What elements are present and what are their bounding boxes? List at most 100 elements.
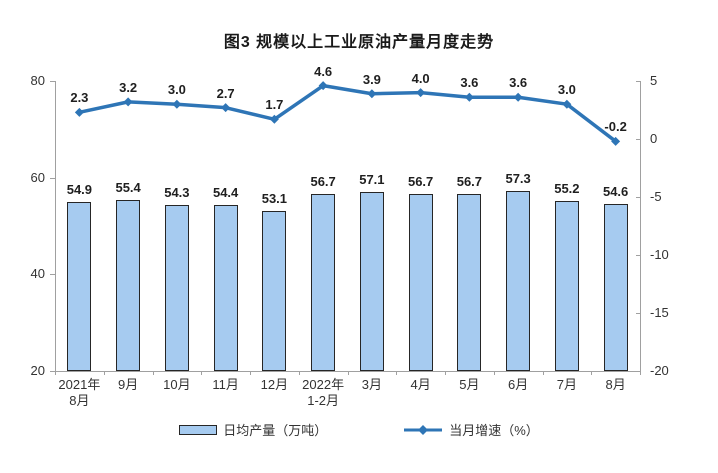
y-axis-right-tick	[636, 255, 641, 256]
legend-item-bar-series: 日均产量（万吨）	[179, 420, 327, 439]
x-axis-tick	[396, 371, 398, 375]
line-value-label: 3.0	[557, 82, 576, 98]
legend-line-label: 当月增速（%）	[449, 423, 539, 438]
bar	[213, 204, 238, 371]
x-axis-label: 11月	[212, 377, 239, 392]
line-point-marker	[221, 103, 231, 113]
x-axis-label: 4月	[410, 377, 431, 392]
x-axis-tick	[445, 371, 446, 375]
bar	[67, 202, 92, 371]
line-value-label: 3.6	[509, 75, 528, 91]
y-axis-right-tick	[636, 371, 641, 372]
bar	[603, 203, 628, 371]
bar-value-label: 54.6	[602, 183, 629, 199]
y-axis-left-tick	[50, 81, 55, 82]
x-axis-tick	[298, 371, 300, 375]
line-point-marker	[269, 114, 279, 124]
x-axis-label: 10月	[163, 377, 191, 392]
bar-value-label: 56.7	[456, 173, 483, 189]
bar-value-label: 56.7	[407, 173, 434, 189]
bar-series-swatch-icon	[179, 424, 218, 435]
y-axis-right-tick	[636, 313, 641, 314]
bar-value-label: 53.1	[261, 191, 288, 207]
x-axis-tick	[493, 371, 495, 375]
y-axis-left-tick-label: 40	[30, 266, 45, 282]
bar	[311, 193, 336, 371]
y-axis-left-tick	[50, 177, 55, 179]
x-axis-label: 3月	[361, 377, 382, 392]
line-point-marker	[123, 97, 133, 107]
y-axis-left-tick	[50, 371, 55, 372]
line-value-label: 2.3	[70, 90, 89, 106]
x-axis-label: 6月	[508, 377, 529, 392]
line-point-marker	[172, 99, 182, 109]
bar	[457, 193, 482, 371]
y-axis-left-tick	[50, 274, 55, 276]
y-axis-right-tick-label: -20	[650, 363, 669, 378]
x-axis-label: 7月	[556, 377, 577, 392]
chart-title: 图3 规模以上工业原油产量月度走势	[223, 34, 495, 51]
y-axis-left-tick-label: 20	[30, 363, 45, 378]
y-axis-left-tick-label: 60	[30, 169, 45, 185]
bar	[408, 193, 433, 371]
x-axis-tick	[201, 371, 203, 375]
y-axis-right-tick	[636, 139, 641, 140]
legend: 日均产量（万吨） 当月增速（%）	[0, 420, 718, 439]
bar-value-label: 57.3	[505, 170, 531, 186]
y-axis-right-tick-label: -10	[650, 247, 669, 262]
x-axis-label: 2022年 1-2月	[302, 377, 345, 408]
y-axis-left-tick-label: 80	[30, 73, 45, 88]
y-axis-right-tick-label: 0	[650, 131, 658, 146]
x-axis-label: 9月	[118, 377, 139, 392]
legend-item-line-series: 当月增速（%）	[403, 420, 539, 439]
line-value-label: 3.6	[460, 75, 479, 91]
x-axis-tick	[542, 371, 544, 375]
line-point-marker	[318, 81, 328, 91]
y-axis-right-tick-label: -15	[650, 305, 669, 320]
line-path	[79, 83, 617, 143]
growth-rate-line	[74, 81, 621, 146]
line-point-marker	[416, 88, 426, 98]
bar-value-label: 57.1	[359, 171, 385, 187]
bar	[359, 191, 384, 371]
x-axis-tick	[640, 371, 641, 375]
line-value-label: 3.0	[167, 82, 186, 98]
line-point-marker	[611, 136, 621, 146]
bar	[554, 200, 579, 371]
y-axis-right-tick	[636, 81, 641, 82]
line-value-label: 3.9	[362, 71, 381, 87]
bar-value-label: 54.4	[212, 184, 239, 200]
x-axis-tick	[152, 371, 154, 375]
x-axis-tick	[55, 371, 56, 375]
bar-value-label: 54.3	[164, 185, 190, 201]
bar-value-label: 55.4	[115, 179, 141, 195]
bar	[506, 190, 531, 371]
line-point-marker	[74, 107, 84, 117]
line-value-label: 3.2	[119, 79, 138, 95]
line-point-marker	[464, 92, 474, 102]
y-axis-right-tick-label: 5	[650, 73, 658, 88]
bar-value-label: 55.2	[554, 180, 580, 196]
x-axis-label: 5月	[459, 377, 480, 392]
y-axis-right-tick-label: -5	[650, 189, 662, 204]
x-axis-tick	[347, 371, 349, 375]
x-axis-tick	[250, 371, 251, 375]
line-value-label: -0.2	[604, 119, 627, 135]
x-axis-label: 8月	[605, 377, 626, 392]
y-axis-right-tick	[636, 197, 641, 198]
line-value-label: 4.0	[411, 70, 430, 86]
line-value-label: 2.7	[216, 85, 235, 101]
bar-value-label: 54.9	[66, 182, 93, 198]
x-axis-label: 2021年 8月	[58, 377, 101, 408]
bar	[262, 211, 287, 371]
x-axis-tick	[103, 371, 105, 375]
line-point-marker	[367, 89, 377, 99]
y-axis-right	[640, 81, 641, 371]
bar-value-label: 56.7	[310, 173, 336, 189]
line-value-label: 4.6	[314, 63, 333, 79]
line-series-swatch-icon	[404, 424, 443, 435]
x-axis-label: 12月	[260, 377, 289, 392]
line-value-label: 1.7	[265, 97, 284, 113]
line-point-marker	[513, 92, 523, 102]
